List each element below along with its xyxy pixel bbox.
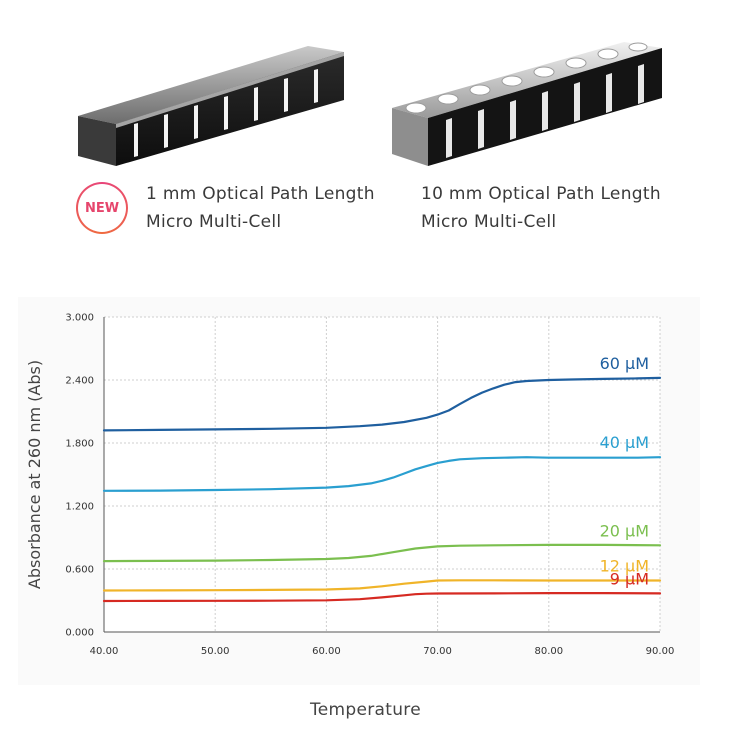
new-badge: NEW [76, 182, 128, 234]
y-axis-title: Absorbance at 260 nm (Abs) [25, 360, 44, 589]
product-1mm-title: 1 mm Optical Path Length [146, 184, 375, 204]
x-tick-label: 60.00 [312, 646, 341, 657]
y-tick-label: 2.400 [65, 376, 94, 387]
product-10mm-subtitle: Micro Multi-Cell [421, 212, 557, 232]
series-line-1 [102, 456, 662, 492]
series-label-0: 60 µM [600, 354, 649, 373]
series-label-1: 40 µM [600, 433, 649, 452]
product-1mm-subtitle: Micro Multi-Cell [146, 212, 282, 232]
x-tick-label: 70.00 [423, 646, 452, 657]
product-caption-1mm: 1 mm Optical Path Length Micro Multi-Cel… [146, 180, 375, 236]
product-caption-10mm: 10 mm Optical Path Length Micro Multi-Ce… [421, 180, 661, 236]
micro-multi-cell-10mm-image [392, 42, 662, 166]
y-tick-label: 1.800 [65, 439, 94, 450]
x-tick-label: 90.00 [646, 646, 675, 657]
x-tick-label: 40.00 [90, 646, 119, 657]
series-label-4: 9 µM [610, 569, 649, 588]
y-tick-label: 0.600 [65, 565, 94, 576]
x-tick-label: 50.00 [201, 646, 230, 657]
micro-multi-cell-1mm-image [78, 46, 344, 166]
product-10mm-title: 10 mm Optical Path Length [421, 184, 661, 204]
series-line-0 [102, 376, 662, 432]
absorbance-chart: 40.00 50.00 60.00 70.00 80.00 90.00 0.000 0.600… [25, 313, 675, 658]
series-label-2: 20 µM [600, 521, 649, 540]
x-axis-title: Temperature [310, 700, 421, 720]
series-line-3 [102, 579, 662, 592]
series-line-2 [102, 543, 662, 563]
x-tick-label: 80.00 [534, 646, 563, 657]
y-tick-label: 3.000 [65, 313, 94, 324]
plot-area [104, 317, 660, 632]
new-badge-label: NEW [84, 200, 120, 216]
series-line-4 [102, 592, 662, 603]
series-label-3: 12 µM [600, 557, 649, 576]
y-tick-label: 0.000 [65, 628, 94, 639]
y-tick-label: 1.200 [65, 502, 94, 513]
